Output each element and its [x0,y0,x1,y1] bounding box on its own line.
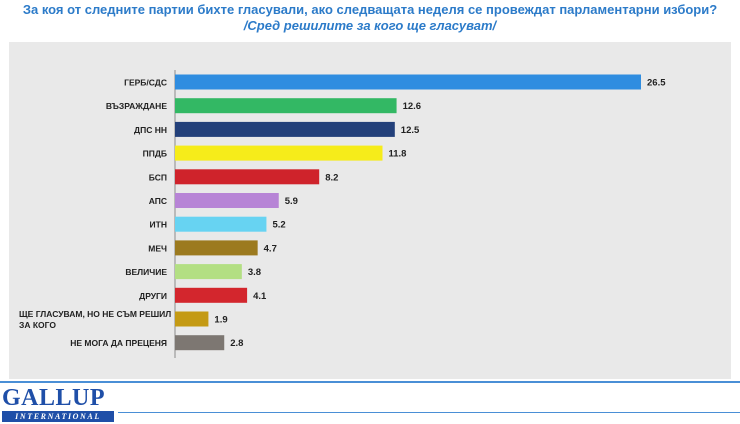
value-label: 5.9 [285,196,298,207]
bar-12 [175,335,225,351]
footer-rule-bottom [118,412,740,413]
value-label: 8.2 [325,172,338,183]
bar-2 [175,98,397,114]
value-label: 2.8 [230,338,243,349]
bar-1 [175,74,641,90]
gallup-logo: GALLUP INTERNATIONAL [2,386,114,422]
logo-wordmark: GALLUP [2,385,106,411]
category-label: ЩЕ ГЛАСУВАМ, НО НЕ СЪМ РЕШИЛ ЗА КОГО [19,309,171,330]
bar-11 [175,311,209,327]
category-label: ГЕРБ/СДС [124,78,167,88]
logo-subtitle: INTERNATIONAL [2,411,114,422]
bar-4 [175,145,383,161]
category-label: ВЕЛИЧИЕ [125,267,167,277]
category-label: ДРУГИ [139,291,167,301]
bar-chart: 26.5 ГЕРБ/СДС 12.6 ВЪЗРАЖДАНЕ 12.5 ДПС НН 11.8… [19,70,666,358]
category-label: НЕ МОГА ДА ПРЕЦЕНЯ [70,338,167,348]
chart-subtitle: /Сред решилите за кого ще гласуват/ [243,18,497,33]
value-label: 1.9 [214,315,227,326]
category-label: ДПС НН [134,125,167,135]
value-label: 26.5 [647,78,666,89]
category-label: ППДБ [143,149,167,159]
bar-3 [175,121,395,137]
bar-10 [175,287,248,303]
category-label: БСП [149,172,167,182]
footer-rule-top [0,381,740,383]
bar-9 [175,264,242,280]
value-label: 4.7 [264,243,277,254]
bar-7 [175,216,267,232]
category-label: ВЪЗРАЖДАНЕ [106,101,168,111]
value-label: 12.5 [401,125,420,136]
category-label: ИТН [150,220,167,230]
bar-5 [175,169,320,185]
value-label: 12.6 [403,101,422,112]
chart-panel: 26.5 ГЕРБ/СДС 12.6 ВЪЗРАЖДАНЕ 12.5 ДПС НН 11.8… [9,42,731,379]
bar-6 [175,193,279,208]
value-label: 5.2 [272,220,285,231]
category-label: МЕЧ [148,243,167,253]
value-label: 4.1 [253,291,267,302]
category-label: АПС [149,196,167,206]
bar-8 [175,240,258,256]
chart-title: За коя от следните партии бихте гласувал… [22,2,718,17]
value-label: 3.8 [248,267,261,278]
value-label: 11.8 [389,149,407,160]
